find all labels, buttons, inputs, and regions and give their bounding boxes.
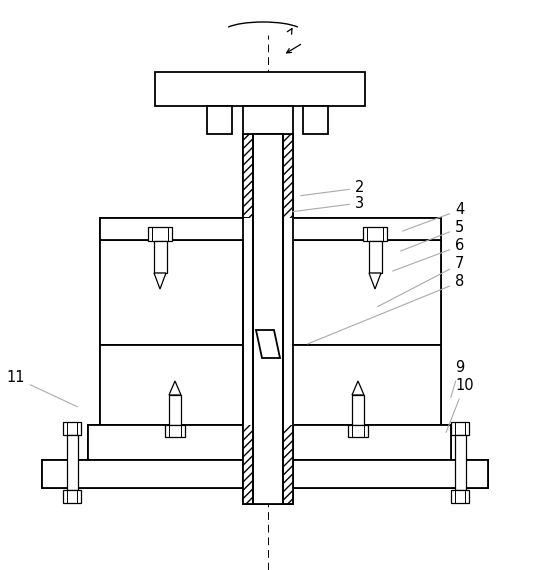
Bar xyxy=(154,241,167,273)
Polygon shape xyxy=(154,273,166,289)
Text: 4: 4 xyxy=(403,202,464,231)
Bar xyxy=(451,490,469,503)
Bar xyxy=(42,460,257,488)
Bar xyxy=(243,134,293,504)
Bar xyxy=(273,460,488,488)
Bar xyxy=(352,395,364,425)
Bar xyxy=(88,425,250,460)
Bar xyxy=(148,227,172,241)
Bar xyxy=(63,422,81,435)
Bar xyxy=(369,241,382,273)
Bar xyxy=(63,490,81,503)
Text: 8: 8 xyxy=(308,275,464,344)
Bar xyxy=(155,72,365,106)
Text: 10: 10 xyxy=(446,378,473,433)
Bar xyxy=(88,425,250,460)
Bar xyxy=(243,134,293,504)
Bar xyxy=(67,435,78,490)
Bar xyxy=(303,106,328,134)
Bar xyxy=(100,345,248,425)
Bar xyxy=(293,240,441,345)
Bar xyxy=(254,426,282,492)
Bar xyxy=(169,395,181,425)
Bar xyxy=(253,425,283,493)
Bar xyxy=(100,345,248,425)
Bar xyxy=(455,435,466,490)
Bar xyxy=(293,345,441,425)
Bar xyxy=(363,227,387,241)
Bar xyxy=(100,240,248,345)
Bar xyxy=(244,218,294,347)
Bar xyxy=(100,218,248,240)
Bar xyxy=(273,460,488,488)
Bar xyxy=(100,240,248,345)
Text: 1: 1 xyxy=(308,88,364,109)
Bar xyxy=(293,218,441,240)
Bar xyxy=(253,134,283,504)
Text: 5: 5 xyxy=(401,221,464,251)
Polygon shape xyxy=(352,381,364,395)
Bar xyxy=(293,218,441,240)
Bar xyxy=(165,425,185,437)
Bar xyxy=(42,460,257,488)
Polygon shape xyxy=(369,273,381,289)
Text: 11: 11 xyxy=(6,370,78,407)
Bar xyxy=(293,425,451,460)
Bar xyxy=(348,425,368,437)
Bar xyxy=(293,425,451,460)
Bar xyxy=(293,345,441,425)
Text: 3: 3 xyxy=(293,196,364,211)
Text: 7: 7 xyxy=(378,256,464,307)
Bar xyxy=(243,106,293,134)
Bar xyxy=(207,106,232,134)
Text: 6: 6 xyxy=(393,238,464,271)
Text: 9: 9 xyxy=(451,360,464,397)
Bar xyxy=(100,218,248,240)
Polygon shape xyxy=(169,381,181,395)
Bar xyxy=(451,422,469,435)
Bar xyxy=(254,135,282,503)
Bar xyxy=(244,345,294,425)
Text: 2: 2 xyxy=(301,181,364,196)
Polygon shape xyxy=(256,330,280,358)
Bar xyxy=(293,240,441,345)
